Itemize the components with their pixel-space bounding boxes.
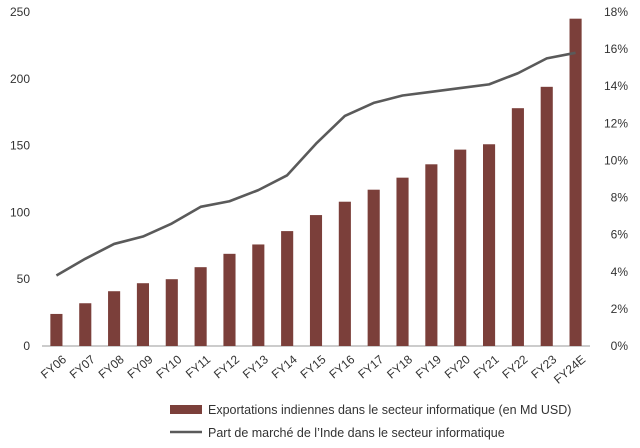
legend: Exportations indiennes dans le secteur i… xyxy=(170,403,571,440)
left-tick-label: 150 xyxy=(10,139,30,153)
right-tick-label: 4% xyxy=(611,265,629,279)
bar xyxy=(79,303,92,346)
right-tick-label: 12% xyxy=(604,116,628,130)
right-axis-ticks: 0% 2% 4% 6% 8% 10% 12% 14% 16% 18% xyxy=(604,5,628,353)
x-tick-label: FY15 xyxy=(298,352,329,381)
right-tick-label: 0% xyxy=(611,339,629,353)
bar xyxy=(454,149,467,346)
x-tick-label: FY18 xyxy=(384,352,415,381)
left-tick-label: 0 xyxy=(23,339,30,353)
x-tick-label: FY22 xyxy=(499,352,530,381)
x-tick-label: FY24E xyxy=(551,352,588,386)
bar xyxy=(511,108,524,346)
legend-bar-label: Exportations indiennes dans le secteur i… xyxy=(208,403,571,417)
bar xyxy=(136,283,149,346)
x-tick-label: FY10 xyxy=(153,352,184,381)
x-tick-label: FY06 xyxy=(38,352,69,381)
x-tick-label: FY12 xyxy=(211,352,242,381)
right-tick-label: 16% xyxy=(604,42,628,56)
bar xyxy=(252,244,265,346)
x-tick-label: FY09 xyxy=(125,352,156,381)
legend-bar-swatch xyxy=(170,405,202,414)
left-tick-label: 200 xyxy=(10,72,30,86)
bar xyxy=(425,164,438,346)
bar xyxy=(367,189,380,346)
x-tick-label: FY17 xyxy=(355,352,386,381)
right-tick-label: 6% xyxy=(611,228,629,242)
x-tick-label: FY11 xyxy=(183,352,214,381)
x-tick-label: FY21 xyxy=(471,352,502,381)
bar xyxy=(194,267,207,346)
right-tick-label: 2% xyxy=(611,302,629,316)
bar xyxy=(108,291,121,346)
left-tick-label: 50 xyxy=(17,272,31,286)
right-tick-label: 8% xyxy=(611,191,629,205)
right-tick-label: 14% xyxy=(604,79,628,93)
x-tick-label: FY14 xyxy=(269,352,300,381)
share-line-series xyxy=(55,51,576,277)
bar xyxy=(281,231,294,346)
legend-line-label: Part de marché de l’Inde dans le secteur… xyxy=(208,426,505,440)
x-tick-label: FY13 xyxy=(240,352,271,381)
x-axis-ticks: FY06FY07FY08FY09FY10FY11FY12FY13FY14FY15… xyxy=(38,352,588,387)
bar xyxy=(396,177,409,346)
bar xyxy=(309,215,323,346)
bar xyxy=(338,201,351,346)
x-tick-label: FY20 xyxy=(442,352,473,381)
x-tick-label: FY08 xyxy=(96,352,127,381)
bar xyxy=(223,253,236,346)
x-tick-label: FY16 xyxy=(326,352,357,381)
bar xyxy=(569,18,582,347)
x-tick-label: FY19 xyxy=(413,352,444,381)
left-tick-label: 100 xyxy=(10,205,30,219)
bar-series xyxy=(50,18,582,347)
bar xyxy=(483,144,496,346)
right-tick-label: 18% xyxy=(604,5,628,19)
bar xyxy=(50,313,63,346)
bar xyxy=(540,86,553,346)
x-tick-label: FY07 xyxy=(67,352,98,381)
bar xyxy=(165,279,178,346)
right-tick-label: 10% xyxy=(604,153,628,167)
left-tick-label: 250 xyxy=(10,5,30,19)
left-axis-ticks: 0 50 100 150 200 250 xyxy=(10,5,30,353)
